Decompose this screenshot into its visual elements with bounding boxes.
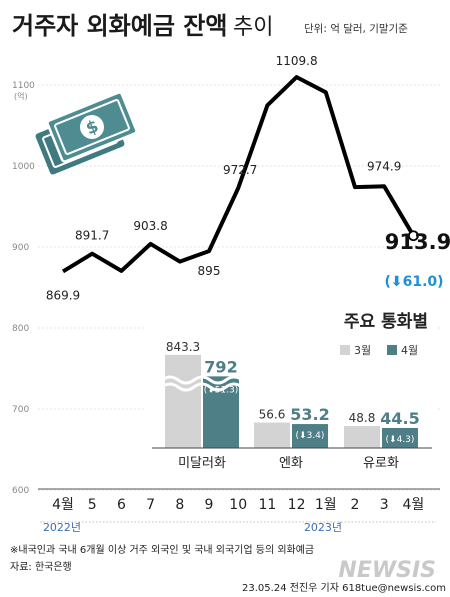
category-label: 엔화 (279, 456, 303, 471)
y-tick-label: 800 (12, 324, 29, 334)
y-tick-label: 600 (12, 486, 29, 496)
x-tick-labels: 4월 5 6 7 8 9 10 11 12 1월 2 3 4월 (52, 497, 424, 513)
unit-note: 단위: 억 달러, 기말기준 (304, 22, 408, 35)
footnote: ※내국인과 국내 6개월 이상 거주 외국인 및 국내 외국기업 등의 외화예금 (10, 543, 314, 556)
bar-march (254, 422, 290, 448)
legend-label-march: 3월 (354, 344, 371, 357)
y-tick-label: 1100 (12, 81, 35, 91)
bar-value-label: 56.6 (259, 408, 286, 422)
bar-value-label: 53.2 (290, 405, 329, 424)
legend-swatch-april (387, 345, 397, 355)
bar-value-label: 792 (204, 357, 237, 376)
x-tick-label: 8 (175, 497, 184, 513)
axis-break-mark (161, 382, 243, 392)
chart-title-suffix: 추이 (233, 15, 273, 40)
y-tick-label: 700 (12, 405, 29, 415)
money-icon: $ (35, 91, 138, 175)
x-tick-label: 6 (117, 497, 126, 513)
data-label: 974.9 (367, 159, 401, 173)
category-label: 미달러화 (178, 456, 226, 471)
data-label: 903.8 (133, 219, 167, 233)
x-tick-label: 4월 (403, 497, 425, 513)
y-tick-labels: 600 700 800 900 1000 1100 (12, 81, 35, 496)
data-label: 972.7 (223, 163, 257, 177)
y-tick-label: 1000 (12, 162, 35, 172)
bar-value-label: 843.3 (166, 340, 200, 354)
bar-value-label: 48.8 (349, 411, 376, 425)
bar-change-label: (⬇3.4) (296, 431, 325, 441)
data-label: 869.9 (46, 288, 80, 302)
line-data-labels: 869.9 891.7 903.8 895 972.7 1109.8 974.9 (46, 54, 402, 302)
category-label: 유로화 (363, 456, 399, 471)
bar-change-label: (⬇4.3) (386, 435, 415, 445)
inset-category-labels: 미달러화 엔화 유로화 (178, 456, 399, 471)
legend-label-april: 4월 (401, 344, 418, 357)
x-tick-label: 5 (88, 497, 97, 513)
axis-break-mark (161, 375, 243, 385)
y-tick-label: 900 (12, 243, 29, 253)
newsis-watermark: NEWSIS (338, 558, 436, 583)
series-end-point (407, 230, 419, 242)
x-tick-label: 1월 (315, 497, 337, 513)
x-tick-label: 10 (229, 497, 247, 513)
bar-march (165, 354, 201, 448)
data-label: 895 (198, 264, 221, 278)
data-label: 1109.8 (276, 54, 318, 68)
x-tick-label: 9 (205, 497, 214, 513)
bar-april (292, 424, 328, 448)
bar-value-label: 44.5 (380, 409, 419, 428)
last-change-label: (⬇61.0) (384, 274, 443, 290)
x-tick-label: 4월 (52, 497, 74, 513)
legend-swatch-march (340, 345, 350, 355)
year-label-2023: 2023년 (304, 521, 342, 534)
x-tick-label: 3 (380, 497, 389, 513)
last-value-label: 913.9 (385, 230, 450, 254)
bar-april (382, 427, 418, 448)
bar-march (344, 426, 380, 448)
year-label-2022: 2022년 (43, 521, 81, 534)
x-tick-label: 12 (288, 497, 306, 513)
credit-line: 23.05.24 전진우 기자 618tue@newsis.com (242, 582, 446, 594)
x-tick-label: 11 (258, 497, 276, 513)
series-line-deposits (61, 75, 416, 274)
y-unit-label: (억) (14, 91, 28, 101)
chart-title: 거주자 외화예금 잔액 (12, 12, 227, 40)
x-tick-label: 7 (146, 497, 155, 513)
x-tick-label: 2 (351, 497, 360, 513)
source-note: 자료: 한국은행 (10, 561, 72, 573)
data-label: 891.7 (75, 229, 109, 243)
inset-title: 주요 통화별 (344, 312, 428, 332)
